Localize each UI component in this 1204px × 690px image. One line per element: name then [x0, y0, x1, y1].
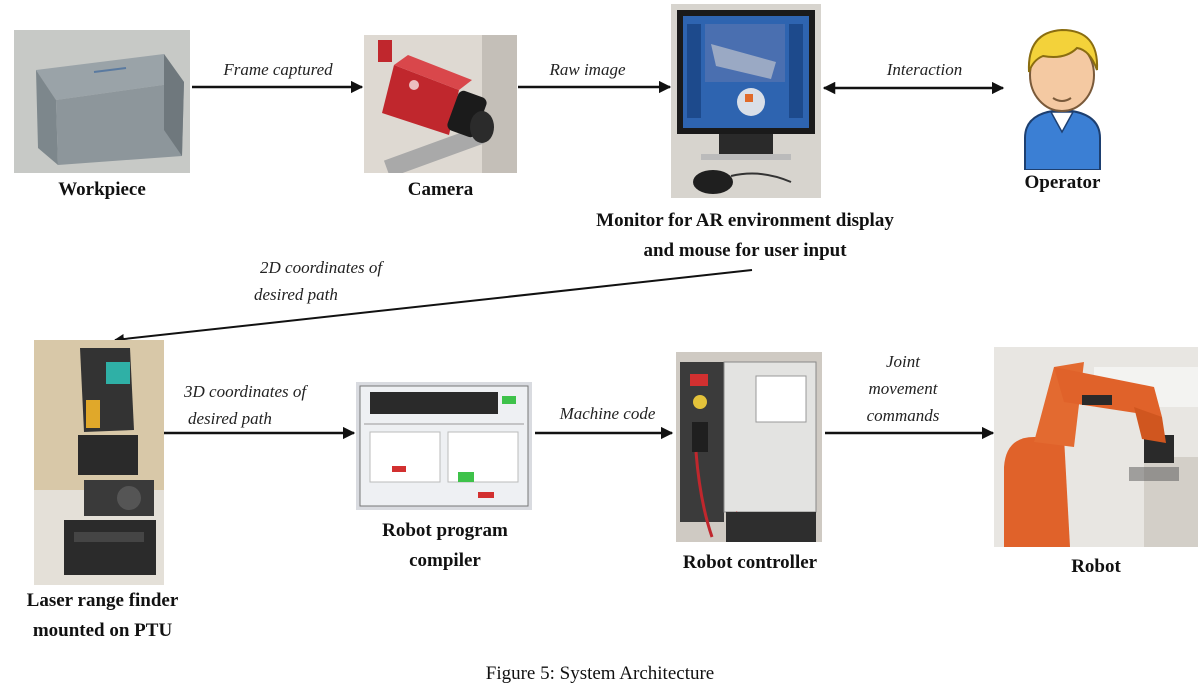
edge-label-machine-code: Machine code [559, 404, 656, 423]
laser-label-line2: mounted on PTU [32, 620, 173, 641]
edge-label-3d-coordinates: 3D coordinates of desired path [184, 378, 354, 432]
compiler-label-line2: compiler [409, 550, 481, 571]
compiler-label: Robot program compiler [340, 516, 550, 576]
workpiece-photo [14, 30, 190, 173]
edge-label-frame-captured: Frame captured [223, 60, 333, 79]
controller-label: Robot controller [682, 552, 818, 573]
edge-label-2d-line2: desired path [254, 285, 338, 304]
laser-label: Laser range finder mounted on PTU [0, 586, 205, 646]
monitor-photo [671, 4, 821, 198]
camera-photo [364, 35, 517, 173]
laser-range-finder-icon [34, 340, 164, 585]
compiler-photo [356, 382, 532, 510]
edge-label-3d-line2: desired path [188, 409, 272, 428]
robot-label: Robot [1071, 556, 1121, 577]
monitor-label-line2: and mouse for user input [643, 240, 847, 261]
laser-label-line1: Laser range finder [26, 590, 179, 611]
edge-label-raw-image: Raw image [549, 60, 626, 79]
operator-figure [1015, 20, 1110, 171]
camera-label: Camera [407, 179, 474, 200]
compiler-label-line1: Robot program [382, 520, 508, 541]
workpiece-label: Workpiece [58, 179, 146, 200]
monitor-label: Monitor for AR environment display and m… [540, 206, 950, 266]
monitor-label-line1: Monitor for AR environment display [596, 210, 894, 231]
controller-photo [676, 352, 822, 542]
camera-icon [364, 35, 517, 173]
edge-label-2d-coordinates: 2D coordinates of desired path [254, 254, 429, 308]
edge-label-joint-line2: movement [868, 379, 938, 398]
laser-photo [34, 340, 164, 585]
figure-caption: Figure 5: System Architecture [485, 663, 715, 684]
edge-label-2d-line1: 2D coordinates of [260, 258, 383, 277]
robot-controller-icon [676, 352, 822, 542]
workpiece-icon [14, 30, 190, 173]
compiler-screen-icon [356, 382, 532, 510]
robot-photo [994, 347, 1198, 547]
edge-label-joint-line1: Joint [886, 352, 920, 371]
robot-arm-icon [994, 347, 1198, 547]
edge-label-joint-line3: commands [866, 406, 940, 425]
edge-label-3d-line1: 3D coordinates of [184, 382, 307, 401]
edge-label-joint-commands: Joint movement commands [838, 348, 968, 429]
operator-icon [1024, 28, 1101, 171]
operator-label: Operator [1024, 172, 1101, 193]
edge-label-interaction: Interaction [886, 60, 963, 79]
arrow-2d-coordinates [114, 269, 753, 344]
monitor-icon [671, 4, 821, 198]
